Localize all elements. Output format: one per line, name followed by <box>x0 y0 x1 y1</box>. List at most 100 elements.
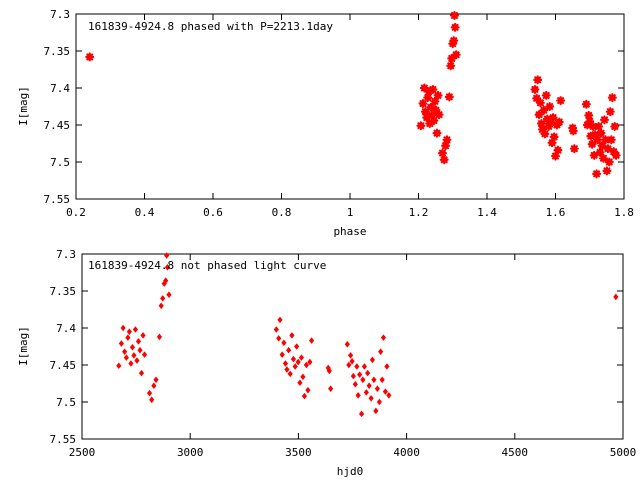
data-point <box>374 385 380 392</box>
data-point <box>349 358 355 365</box>
phased-light-curve-panel: 0.2 0.4 0.6 0.8 1 1.2 1.4 1.6 1.8 7.3 7.35 7.4 7.45… <box>17 8 634 238</box>
x-axis-label: hjd0 <box>337 465 364 478</box>
data-point <box>603 144 613 154</box>
y-tick-label: 7.5 <box>50 156 70 169</box>
data-point <box>542 114 552 124</box>
data-point <box>606 135 616 145</box>
data-point <box>540 129 550 139</box>
data-point <box>305 386 311 394</box>
data-point <box>588 121 598 131</box>
data-point <box>607 93 617 103</box>
x-tick-label: 4500 <box>502 446 529 459</box>
x-tick-label: 3000 <box>177 446 204 459</box>
data-point <box>380 334 387 341</box>
data-point <box>292 363 298 370</box>
data-point <box>134 357 140 364</box>
data-point <box>347 352 354 359</box>
y-tick-label: 7.3 <box>56 248 76 261</box>
data-point <box>597 141 607 151</box>
y-tick-labels: 7.3 7.35 7.4 7.45 7.5 7.55 <box>44 8 71 206</box>
data-point <box>611 150 621 160</box>
data-point <box>590 130 600 140</box>
data-point <box>354 363 360 370</box>
data-point <box>544 121 554 131</box>
data-point <box>554 117 564 127</box>
data-point <box>434 110 444 120</box>
data-point <box>382 388 388 395</box>
data-point <box>595 147 605 157</box>
data-point <box>549 132 559 142</box>
data-point <box>328 385 334 392</box>
data-point <box>601 135 611 145</box>
data-point <box>589 150 599 160</box>
data-point <box>116 362 122 370</box>
data-point <box>420 107 430 117</box>
data-point <box>131 352 137 359</box>
x-tick-label: 1.4 <box>477 206 497 219</box>
data-point <box>432 128 442 138</box>
data-point <box>537 124 547 134</box>
data-point <box>581 99 591 109</box>
data-point <box>125 334 131 341</box>
data-point <box>346 361 352 369</box>
data-point <box>137 346 143 354</box>
x-tick-labels: 2500 3000 3500 4000 4500 5000 <box>69 446 637 459</box>
x-tick-label: 0.2 <box>66 206 86 219</box>
data-point <box>424 87 434 97</box>
data-point <box>431 105 441 115</box>
data-point <box>604 157 614 167</box>
axis-ticks <box>75 13 625 200</box>
data-point <box>602 166 612 176</box>
data-point <box>609 147 619 157</box>
data-point <box>120 324 126 332</box>
x-tick-label: 1.6 <box>546 206 566 219</box>
data-point <box>556 96 566 106</box>
data-point <box>592 169 602 179</box>
data-point <box>532 93 542 103</box>
x-tick-label: 0.6 <box>203 206 223 219</box>
y-tick-label: 7.45 <box>44 119 71 132</box>
data-point <box>585 116 595 126</box>
data-point <box>360 376 366 384</box>
data-point <box>303 361 309 369</box>
x-axis-label: phase <box>333 225 366 238</box>
data-point <box>365 369 371 377</box>
data-point <box>309 337 315 344</box>
data-point <box>610 121 620 131</box>
data-point <box>605 107 615 117</box>
data-point <box>433 90 443 100</box>
data-points <box>85 10 621 179</box>
data-point <box>368 395 374 402</box>
data-point <box>541 90 551 100</box>
data-point <box>85 52 95 62</box>
data-point <box>547 138 557 148</box>
x-tick-label: 2500 <box>69 446 96 459</box>
data-point <box>533 75 543 85</box>
data-point <box>599 115 609 125</box>
data-point <box>123 354 129 361</box>
y-axis-label: I[mag] <box>17 326 30 366</box>
data-point <box>444 92 454 102</box>
data-point <box>593 135 603 145</box>
data-point <box>386 392 392 399</box>
data-point <box>378 348 384 355</box>
y-tick-label: 7.55 <box>50 433 77 446</box>
data-point <box>297 379 303 387</box>
x-tick-label: 5000 <box>610 446 637 459</box>
data-point <box>530 84 540 94</box>
data-point <box>132 326 139 333</box>
data-point <box>363 389 369 396</box>
x-tick-label: 1.2 <box>409 206 429 219</box>
data-point <box>437 148 447 158</box>
data-point <box>568 126 578 136</box>
data-point <box>352 380 358 388</box>
data-point <box>146 389 153 397</box>
data-point <box>422 113 432 123</box>
data-point <box>135 338 142 345</box>
data-point <box>279 351 285 358</box>
data-point <box>122 348 128 355</box>
data-point <box>126 328 132 335</box>
data-point <box>151 382 157 390</box>
data-point <box>140 332 146 339</box>
